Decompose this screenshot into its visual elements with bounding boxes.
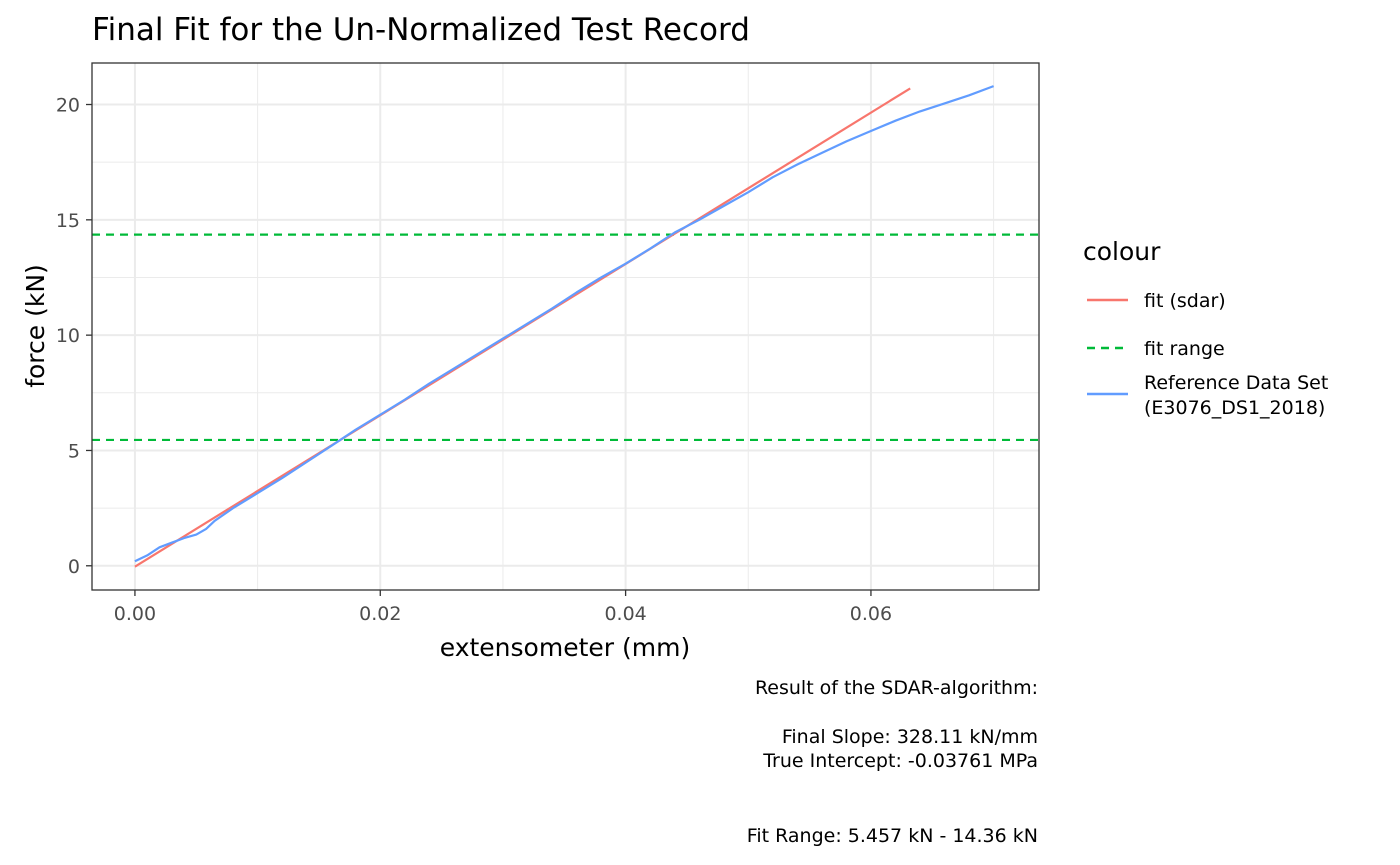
x-tick-label: 0.04 [604,603,646,625]
y-tick-label: 15 [56,210,80,232]
x-axis-ticks: 0.00 0.02 0.04 0.06 [114,590,892,625]
x-axis-title: extensometer (mm) [440,633,690,662]
y-tick-label: 0 [68,556,80,578]
x-tick-label: 0.06 [850,603,892,625]
y-tick-label: 20 [56,95,80,117]
legend-label-fit-range: fit range [1144,338,1225,360]
reference-data-line [134,85,994,563]
major-gridlines [92,63,1039,590]
x-tick-label: 0.02 [359,603,401,625]
caption-heading: Result of the SDAR-algorithm: [755,677,1038,699]
data-series [134,85,994,568]
legend-title: colour [1083,237,1161,266]
caption: Result of the SDAR-algorithm: Final Slop… [747,677,1038,847]
legend-label-reference-id: (E3076_DS1_2018) [1144,397,1325,419]
y-axis-ticks: 0 5 10 15 20 [56,95,92,578]
minor-gridlines [92,63,1039,590]
plot-panel [92,63,1039,590]
legend: colour fit (sdar) fit range Reference Da… [1083,237,1328,419]
y-axis-title: force (kN) [21,264,50,388]
legend-label-reference: Reference Data Set [1144,372,1328,394]
fit-range-lines [92,233,1039,442]
caption-fit-range: Fit Range: 5.457 kN - 14.36 kN [747,825,1038,847]
y-tick-label: 5 [68,440,80,462]
y-tick-label: 10 [56,325,80,347]
caption-true-intercept: True Intercept: -0.03761 MPa [762,750,1038,772]
plot-border [91,62,1040,591]
caption-final-slope: Final Slope: 328.11 kN/mm [782,726,1038,748]
x-tick-label: 0.00 [114,603,156,625]
legend-label-fit-sdar: fit (sdar) [1144,290,1226,312]
chart-title: Final Fit for the Un-Normalized Test Rec… [92,12,750,48]
